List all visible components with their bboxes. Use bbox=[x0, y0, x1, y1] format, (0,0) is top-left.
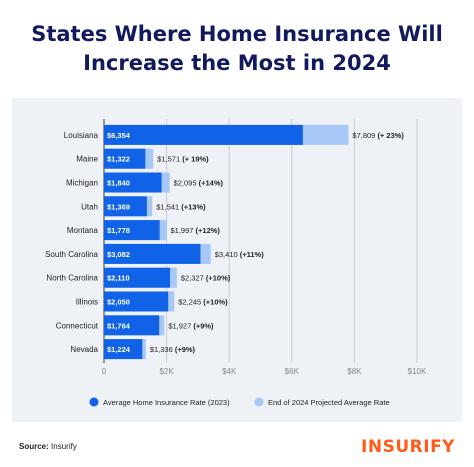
chart-title-line-2: Increase the Most in 2024 bbox=[83, 51, 391, 75]
change-percent: (+9%) bbox=[175, 345, 196, 354]
bar-2023 bbox=[104, 196, 147, 217]
legend-marker-2023 bbox=[89, 397, 99, 407]
bar-2023 bbox=[104, 267, 171, 288]
legend-marker-2024 bbox=[254, 397, 264, 407]
bar-2024-value-label: $1,541 (+13%) bbox=[156, 202, 206, 211]
bar-2023 bbox=[104, 291, 169, 312]
source-value: Insurify bbox=[51, 442, 77, 451]
bar-2023 bbox=[104, 220, 160, 241]
x-tick-label: $6K bbox=[285, 367, 300, 376]
projected-value: $1,927 bbox=[168, 321, 193, 330]
bar-2023 bbox=[104, 148, 146, 169]
source-label: Source: bbox=[19, 442, 49, 451]
chart-title-line-1: States Where Home Insurance Will bbox=[31, 22, 443, 46]
x-tick-label: $4K bbox=[222, 367, 237, 376]
projected-value: $1,336 bbox=[150, 345, 175, 354]
projected-value: $1,571 bbox=[157, 155, 182, 164]
bar-2024-value-label: $2,245 (+10%) bbox=[178, 298, 228, 307]
chart-title: States Where Home Insurance Will Increas… bbox=[0, 20, 474, 78]
chart-panel: 0 $2K $4K $6K $8K $10K Louisiana $6,354 $7,809 (… bbox=[12, 98, 462, 422]
bar-2023-value-label: $1,840 bbox=[107, 179, 130, 188]
projected-value: $2,095 bbox=[174, 179, 199, 188]
bar-2024-value-label: $2,327 (+10%) bbox=[181, 274, 231, 283]
category-label: Illinois bbox=[76, 298, 98, 307]
x-tick-label: $10K bbox=[408, 367, 427, 376]
bar-2024-value-label: $1,571 (+ 19%) bbox=[157, 155, 209, 164]
projected-value: $3,410 bbox=[215, 250, 240, 259]
bar-2023-value-label: $1,322 bbox=[107, 155, 130, 164]
bar-2023-value-label: $1,778 bbox=[107, 226, 130, 235]
projected-value: $7,809 bbox=[352, 131, 377, 140]
category-label: North Carolina bbox=[46, 274, 98, 283]
category-label: Montana bbox=[67, 226, 99, 235]
change-percent: (+13%) bbox=[181, 202, 206, 211]
change-percent: (+10%) bbox=[206, 274, 231, 283]
bar-2023-value-label: $6,354 bbox=[107, 131, 131, 140]
bar-2024-value-label: $3,410 (+11%) bbox=[215, 250, 265, 259]
bar-2023-value-label: $1,369 bbox=[107, 202, 130, 211]
change-percent: (+ 23%) bbox=[377, 131, 404, 140]
x-tick-label: $8K bbox=[347, 367, 362, 376]
legend-label-2023: Average Home Insurance Rate (2023) bbox=[103, 398, 230, 407]
bar-2023-value-label: $1,224 bbox=[107, 345, 131, 354]
bar-2023-value-label: $3,082 bbox=[107, 250, 130, 259]
category-label: Louisiana bbox=[64, 131, 99, 140]
projected-value: $1,997 bbox=[171, 226, 196, 235]
bar-chart: 0 $2K $4K $6K $8K $10K Louisiana $6,354 $7,809 (… bbox=[45, 119, 427, 407]
bar-2024-value-label: $7,809 (+ 23%) bbox=[352, 131, 404, 140]
bar-2023-value-label: $1,764 bbox=[107, 321, 131, 330]
category-label: Michigan bbox=[66, 179, 98, 188]
change-percent: (+11%) bbox=[240, 250, 264, 259]
change-percent: (+14%) bbox=[199, 179, 224, 188]
bar-2023 bbox=[104, 315, 160, 336]
x-tick-label: $2K bbox=[159, 367, 174, 376]
category-label: South Carolina bbox=[45, 250, 98, 259]
insurify-logo: INSURIFY bbox=[361, 437, 455, 457]
bar-2023 bbox=[104, 124, 303, 145]
bar-2023 bbox=[104, 243, 201, 264]
category-label: Maine bbox=[76, 155, 98, 164]
bar-2024-value-label: $2,095 (+14%) bbox=[174, 179, 224, 188]
category-label: Nevada bbox=[70, 345, 98, 354]
bar-2023-value-label: $2,110 bbox=[107, 274, 130, 283]
change-percent: (+10%) bbox=[203, 298, 228, 307]
projected-value: $2,327 bbox=[181, 274, 206, 283]
x-tick-label: 0 bbox=[102, 367, 107, 376]
bar-2024-value-label: $1,336 (+9%) bbox=[150, 345, 196, 354]
change-percent: (+ 19%) bbox=[182, 155, 209, 164]
change-percent: (+12%) bbox=[196, 226, 221, 235]
change-percent: (+9%) bbox=[193, 321, 214, 330]
bar-2023-value-label: $2,050 bbox=[107, 298, 130, 307]
bar-2023 bbox=[104, 172, 162, 193]
category-label: Utah bbox=[81, 202, 98, 211]
legend-label-2024: End of 2024 Projected Average Rate bbox=[268, 398, 390, 407]
source-note: Source: Insurify bbox=[19, 442, 77, 451]
bar-2023 bbox=[104, 339, 143, 360]
projected-value: $1,541 bbox=[156, 202, 181, 211]
bar-2024-value-label: $1,997 (+12%) bbox=[171, 226, 221, 235]
bar-2024-value-label: $1,927 (+9%) bbox=[168, 321, 214, 330]
category-label: Connecticut bbox=[56, 321, 99, 330]
projected-value: $2,245 bbox=[178, 298, 203, 307]
